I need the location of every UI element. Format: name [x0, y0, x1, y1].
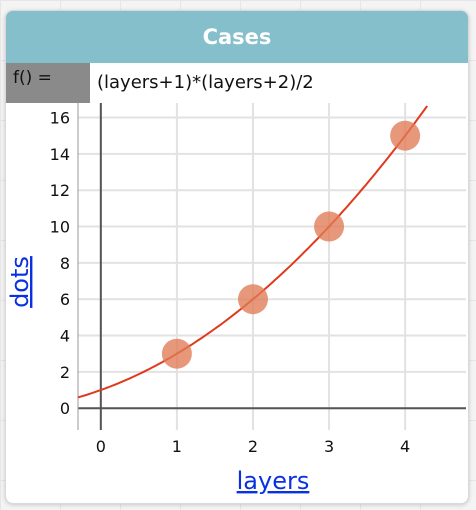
y-axis-title[interactable]: dots — [6, 256, 34, 308]
y-tick-label: 10 — [50, 218, 70, 237]
x-tick-label: 2 — [248, 437, 258, 456]
y-tick-label: 2 — [60, 363, 70, 382]
y-tick-labels: 0 2 4 6 8 10 12 14 16 — [50, 109, 70, 419]
y-tick-label: 6 — [60, 290, 70, 309]
formula-row: f() = (layers+1)*(layers+2)/2 — [6, 63, 468, 103]
card-title[interactable]: Cases — [6, 11, 468, 63]
x-tick-label: 1 — [172, 437, 182, 456]
y-tick-label: 4 — [60, 327, 70, 346]
vertical-gridlines — [99, 103, 407, 430]
x-tick-label: 3 — [324, 437, 334, 456]
y-tick-label: 0 — [60, 399, 70, 418]
y-tick-label: 8 — [60, 254, 70, 273]
y-tick-label: 12 — [50, 181, 70, 200]
x-tick-labels: 0 1 2 3 4 — [96, 437, 411, 456]
formula-input[interactable]: (layers+1)*(layers+2)/2 — [97, 72, 314, 93]
horizontal-gridlines — [78, 116, 466, 410]
data-point — [314, 211, 345, 242]
x-axis-title[interactable]: layers — [237, 467, 310, 495]
y-tick-label: 14 — [50, 145, 70, 164]
case-table-card: Cases f() = (layers+1)*(layers+2)/2 — [5, 10, 469, 504]
data-points — [161, 120, 421, 369]
y-tick-label: 16 — [50, 109, 70, 128]
data-point — [390, 120, 421, 151]
data-point — [161, 338, 192, 369]
data-point — [237, 284, 268, 315]
x-tick-label: 0 — [96, 437, 106, 456]
formula-label: f() = — [6, 63, 90, 103]
x-tick-label: 4 — [400, 437, 410, 456]
